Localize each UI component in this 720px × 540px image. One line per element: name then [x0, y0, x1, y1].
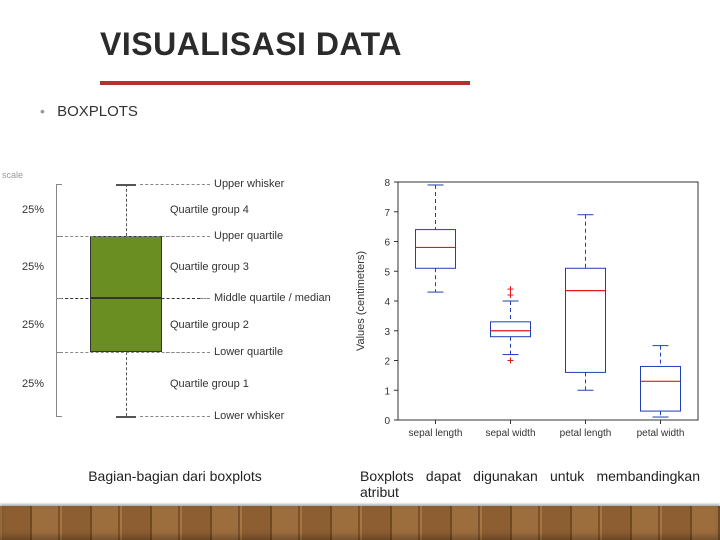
wood-floor-decor — [0, 506, 720, 540]
lbl-upper-whisker: Upper whisker — [214, 178, 284, 190]
svg-text:petal length: petal length — [560, 428, 612, 439]
caption-right: Boxplots dapat digunakan untuk membandin… — [350, 468, 700, 500]
pct-3: 25% — [22, 319, 44, 331]
bracket-4 — [56, 352, 57, 416]
iris-boxplot-figure: 0 1 2 3 4 5 6 7 8 Values (centimeters) sepal lengt… — [350, 170, 720, 460]
pct-1: 25% — [22, 204, 44, 216]
lower-whisker-cap — [116, 416, 136, 418]
svg-text:3: 3 — [384, 327, 390, 338]
figures-row: scale — [0, 170, 720, 470]
lbl-median: Middle quartile / median — [214, 292, 331, 304]
svg-text:5: 5 — [384, 267, 390, 278]
bracket-3 — [56, 298, 57, 352]
lbl-qg4: Quartile group 4 — [170, 204, 249, 216]
caption-row: Bagian-bagian dari boxplots Boxplots dap… — [0, 468, 720, 500]
bullet-row: • BOXPLOTS — [40, 103, 690, 120]
svg-text:petal width: petal width — [637, 428, 685, 439]
svg-text:Values (centimeters): Values (centimeters) — [355, 251, 367, 351]
box-q2 — [90, 298, 162, 352]
lbl-qg2: Quartile group 2 — [170, 319, 249, 331]
pct-2: 25% — [22, 261, 44, 273]
lower-whisker-line — [126, 352, 127, 416]
svg-text:8: 8 — [384, 178, 390, 189]
lbl-qg1: Quartile group 1 — [170, 378, 249, 390]
lbl-lower-whisker: Lower whisker — [214, 410, 284, 422]
pct-4: 25% — [22, 378, 44, 390]
svg-text:0: 0 — [384, 416, 390, 427]
svg-text:1: 1 — [384, 386, 390, 397]
upper-whisker-line — [126, 184, 127, 236]
svg-text:sepal length: sepal length — [409, 428, 463, 439]
scale-label: scale — [2, 170, 23, 180]
bracket-1 — [56, 184, 57, 236]
bracket-2 — [56, 236, 57, 298]
boxplot-anatomy-figure: scale — [0, 170, 350, 460]
title-underline — [100, 81, 470, 85]
caption-left: Bagian-bagian dari boxplots — [0, 468, 350, 500]
svg-text:7: 7 — [384, 208, 390, 219]
anatomy-diagram: scale — [0, 170, 350, 450]
slide: VISUALISASI DATA • BOXPLOTS scale — [0, 0, 720, 540]
box-q3 — [90, 236, 162, 298]
lbl-qg3: Quartile group 3 — [170, 261, 249, 273]
page-title: VISUALISASI DATA — [100, 26, 690, 63]
svg-text:2: 2 — [384, 357, 390, 368]
lbl-lower-quartile: Lower quartile — [214, 346, 283, 358]
lbl-upper-quartile: Upper quartile — [214, 230, 283, 242]
bullet-dot: • — [40, 103, 45, 119]
bullet-text: BOXPLOTS — [57, 103, 138, 120]
svg-text:4: 4 — [384, 297, 390, 308]
iris-boxplot-svg: 0 1 2 3 4 5 6 7 8 Values (centimeters) sepal lengt… — [350, 170, 710, 450]
svg-text:sepal width: sepal width — [485, 428, 535, 439]
svg-text:6: 6 — [384, 238, 390, 249]
